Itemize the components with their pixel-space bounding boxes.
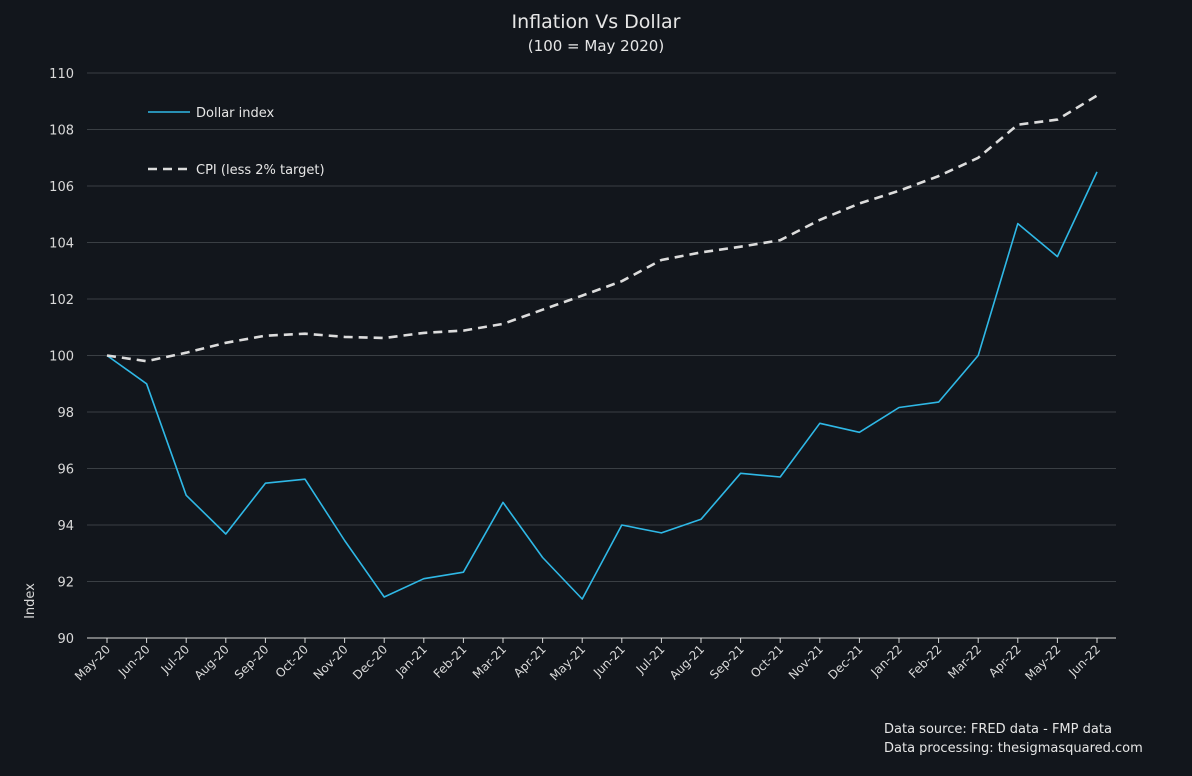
y-tick-label: 90	[57, 632, 74, 647]
x-tick-label: Dec-21	[825, 642, 865, 682]
y-tick-label: 108	[49, 124, 74, 139]
x-tick-labels: May-20 Jun-20 Jul-20 Aug-20 Sep-20 Oct-20 Nov-…	[72, 638, 1103, 683]
x-tick-label: May-22	[1022, 642, 1063, 683]
legend: Dollar index CPI (less 2% target)	[148, 106, 325, 178]
x-tick-label: Dec-20	[350, 642, 390, 682]
legend-label-cpi: CPI (less 2% target)	[196, 163, 325, 178]
y-tick-label: 110	[49, 67, 74, 82]
legend-label-dollar-index: Dollar index	[196, 106, 275, 121]
x-tick-label: May-21	[547, 642, 588, 683]
y-tick-label: 92	[57, 576, 74, 591]
x-tick-label: Nov-21	[786, 642, 826, 682]
y-tick-label: 94	[57, 519, 74, 534]
chart-subtitle: (100 = May 2020)	[528, 37, 664, 55]
x-tick-label: May-20	[72, 642, 113, 683]
x-tick-label: Apr-21	[511, 642, 549, 680]
x-tick-label: Sep-20	[232, 642, 272, 682]
x-tick-label: Apr-22	[986, 642, 1024, 680]
y-tick-label: 100	[49, 350, 74, 365]
x-tick-label: Mar-21	[470, 642, 509, 681]
y-tick-label: 104	[49, 237, 74, 252]
series-line-cpi	[106, 94, 1098, 363]
y-tick-label: 102	[49, 293, 74, 308]
x-tick-label: Jul-21	[633, 642, 668, 677]
x-tick-label: Jul-20	[158, 642, 193, 677]
x-tick-label: Jan-22	[868, 642, 906, 680]
series-line-dollar-index	[106, 171, 1098, 600]
x-tick-label: Nov-20	[311, 642, 351, 682]
x-tick-label: Oct-20	[273, 642, 311, 680]
y-tick-label: 106	[49, 180, 74, 195]
x-tick-label: Mar-22	[945, 642, 984, 681]
x-tick-label: Jun-22	[1065, 642, 1103, 680]
series-lines	[106, 94, 1098, 600]
credit-processing: Data processing: thesigmasquared.com	[884, 741, 1143, 756]
x-tick-label: Aug-21	[667, 642, 707, 682]
x-tick-label: Aug-20	[192, 642, 232, 682]
grid-lines	[87, 72, 1116, 582]
x-tick-label: Jan-21	[392, 642, 430, 680]
y-tick-label: 98	[57, 406, 74, 421]
y-tick-label: 96	[57, 463, 74, 478]
chart-title: Inflation Vs Dollar	[512, 11, 681, 33]
y-axis-label: Index	[23, 583, 38, 619]
x-tick-label: Oct-21	[748, 642, 786, 680]
credit-source: Data source: FRED data - FMP data	[884, 722, 1112, 737]
x-tick-label: Jun-20	[115, 642, 153, 680]
y-tick-labels: 90 92 94 96 98 100 102 104 106 108 110	[49, 67, 74, 647]
x-tick-label: Sep-21	[707, 642, 747, 682]
x-tick-label: Feb-21	[431, 642, 470, 681]
x-tick-label: Feb-22	[906, 642, 945, 681]
x-tick-label: Jun-21	[590, 642, 628, 680]
